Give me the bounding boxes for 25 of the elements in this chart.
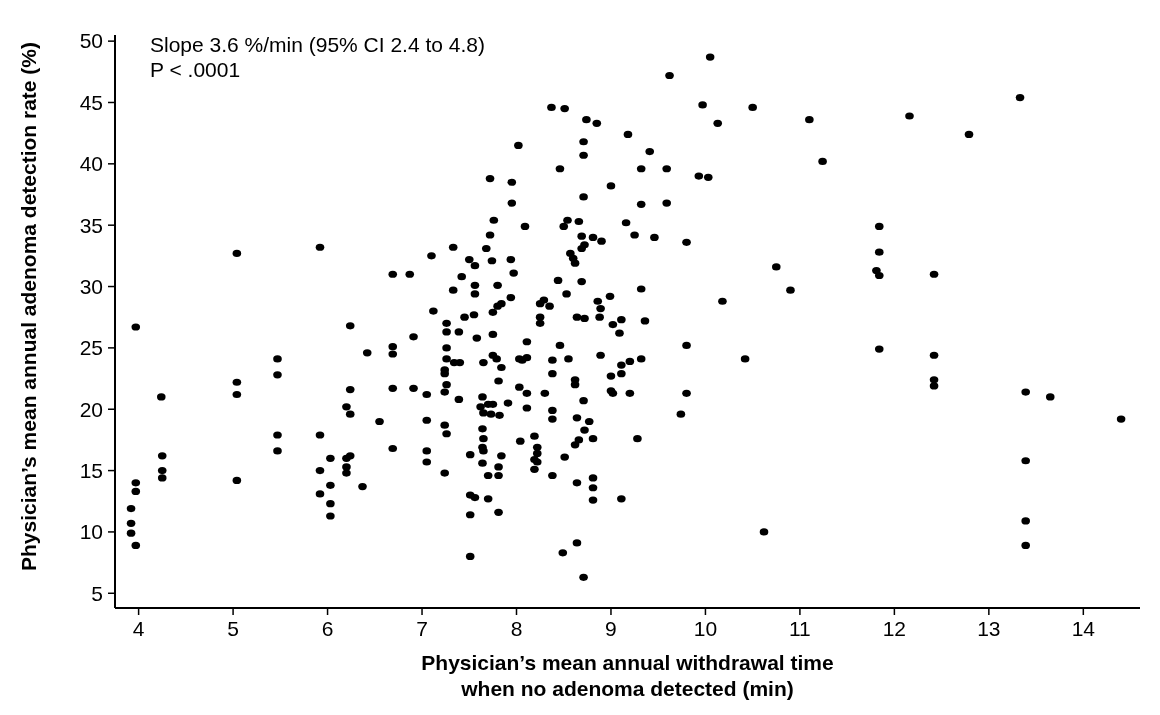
x-tick-label: 12: [882, 617, 907, 640]
annotation: Slope 3.6 %/min (95% CI 2.4 to 4.8): [150, 33, 486, 56]
x-tick-label: 11: [789, 617, 811, 640]
y-tick-label: 25: [79, 336, 103, 360]
y-tick-label: 15: [79, 458, 103, 482]
annotation: P < .0001: [150, 58, 241, 81]
y-tick-label: 50: [79, 29, 103, 53]
x-tick-label: 6: [321, 617, 334, 640]
x-tick-label: 10: [693, 617, 718, 640]
y-tick-label: 20: [79, 397, 103, 421]
x-tick-label: 5: [227, 617, 239, 640]
y-tick-label: 30: [79, 274, 103, 298]
x-tick-label: 13: [977, 617, 1001, 640]
y-tick-label: 40: [79, 152, 103, 176]
x-tick-label: 9: [605, 617, 617, 640]
x-axis-title: Physician’s mean annual withdrawal time when no adenoma detected (min): [421, 651, 834, 700]
y-axis-title: Physician’s mean annual adenoma detection rate (%): [17, 41, 40, 572]
x-tick-label: 7: [416, 617, 428, 640]
y-tick-label: 35: [79, 213, 103, 237]
x-tick-label: 8: [510, 617, 523, 640]
y-tick-label: 10: [79, 520, 103, 544]
y-tick-label: 45: [79, 90, 103, 114]
y-tick-label: 5: [91, 581, 103, 605]
x-tick-label: 4: [132, 617, 145, 640]
x-tick-label: 14: [1071, 617, 1096, 640]
